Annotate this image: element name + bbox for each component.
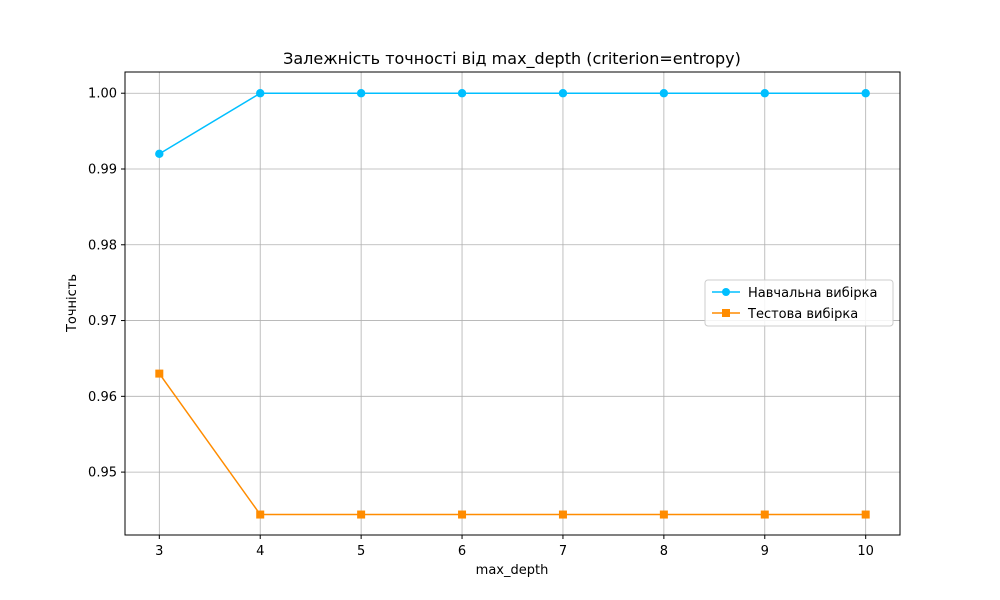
legend-label-test: Тестова вибірка (747, 307, 858, 322)
series-line-test (158, 373, 866, 516)
data-point-test (659, 510, 668, 519)
series-line-train (158, 92, 866, 155)
data-point-train (558, 89, 568, 98)
data-point-train (356, 89, 366, 98)
data-point-test (256, 510, 265, 519)
y-tick-label: 0.97 (88, 314, 117, 329)
data-point-test (357, 510, 366, 519)
x-tick-label: 7 (559, 544, 567, 559)
y-axis-label: Точність (65, 274, 80, 333)
x-tick-label: 10 (857, 544, 874, 559)
data-point-test (558, 510, 567, 519)
x-axis-ticks: 3 4 5 6 7 8 9 10 (155, 535, 874, 559)
x-tick-label: 4 (256, 544, 264, 559)
chart-title: Залежність точності від max_depth (crite… (283, 49, 741, 69)
legend-label-train: Навчальна вибірка (748, 286, 877, 301)
data-point-test (458, 510, 467, 519)
data-point-train (155, 149, 164, 159)
y-tick-label: 1.00 (88, 87, 117, 102)
x-axis-label: max_depth (476, 563, 549, 578)
y-tick-label: 0.99 (88, 162, 117, 177)
y-tick-label: 0.98 (88, 238, 117, 253)
data-point-train (861, 89, 870, 98)
x-tick-label: 5 (357, 544, 365, 559)
y-tick-label: 0.95 (88, 466, 117, 481)
x-tick-label: 9 (761, 544, 769, 559)
x-tick-label: 6 (458, 544, 466, 559)
legend-marker-test (722, 309, 730, 317)
data-point-train (256, 89, 265, 98)
data-point-train (659, 89, 669, 98)
data-point-train (760, 89, 769, 98)
x-tick-label: 8 (660, 544, 668, 559)
y-axis-ticks: 0.95 0.96 0.97 0.98 0.99 1.00 (88, 87, 125, 481)
data-point-test (861, 510, 870, 519)
data-point-test (760, 510, 769, 519)
y-tick-label: 0.96 (88, 390, 117, 405)
x-tick-label: 3 (155, 544, 163, 559)
series-layer (155, 89, 870, 519)
data-point-train (457, 89, 467, 98)
legend-box (704, 279, 894, 327)
legend-marker-train (722, 288, 730, 296)
plot-frame (124, 71, 901, 536)
data-point-test (155, 369, 164, 378)
legend: Навчальна вибірка Тестова вибірка (704, 279, 894, 327)
